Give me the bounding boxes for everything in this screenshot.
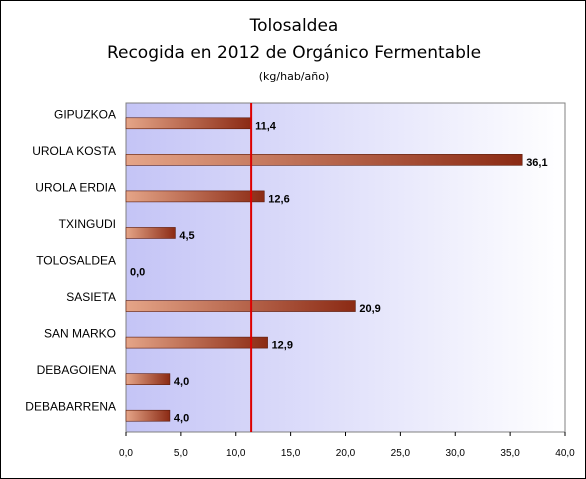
x-tick-label: 35,0 (500, 448, 520, 459)
chart-unit-label: (kg/hab/año) (258, 70, 330, 83)
x-tick-label: 40,0 (555, 448, 575, 459)
x-tick-label: 5,0 (174, 448, 188, 459)
category-label: DEBABARRENA (25, 400, 116, 414)
x-tick-label: 10,0 (226, 448, 246, 459)
x-tick-label: 0,0 (119, 448, 133, 459)
value-label: 12,6 (268, 193, 289, 205)
bar (125, 190, 265, 203)
chart-subtitle: Recogida en 2012 de Orgánico Fermentable (106, 43, 482, 63)
bar (125, 300, 356, 312)
value-label: 0,0 (130, 267, 145, 279)
bar (125, 373, 171, 385)
category-label: UROLA KOSTA (32, 144, 116, 158)
value-label: 4,0 (174, 376, 189, 388)
chart-title: Tolosaldea (249, 16, 339, 36)
value-label: 11,4 (255, 120, 277, 132)
value-label: 12,9 (272, 340, 293, 352)
x-tick-label: 15,0 (281, 448, 301, 459)
x-tick-label: 25,0 (391, 448, 411, 459)
category-label: UROLA ERDIA (35, 180, 116, 194)
plot-area (125, 102, 566, 433)
category-label: GIPUZKOA (54, 107, 116, 121)
value-label: 4,0 (174, 413, 189, 425)
value-label: 36,1 (526, 157, 547, 169)
category-label: SASIETA (66, 290, 116, 304)
category-label: SAN MARKO (44, 327, 116, 341)
bar (125, 154, 523, 166)
value-label: 20,9 (359, 303, 380, 315)
bar (125, 227, 176, 239)
bar (125, 117, 252, 130)
category-label: DEBAGOIENA (37, 363, 116, 377)
bar (125, 409, 171, 422)
category-label: TOLOSALDEA (36, 254, 116, 268)
x-tick-label: 30,0 (446, 448, 466, 459)
category-label: TXINGUDI (59, 217, 116, 231)
bar (125, 336, 268, 349)
x-tick-label: 20,0 (336, 448, 356, 459)
value-label: 4,5 (179, 230, 194, 242)
